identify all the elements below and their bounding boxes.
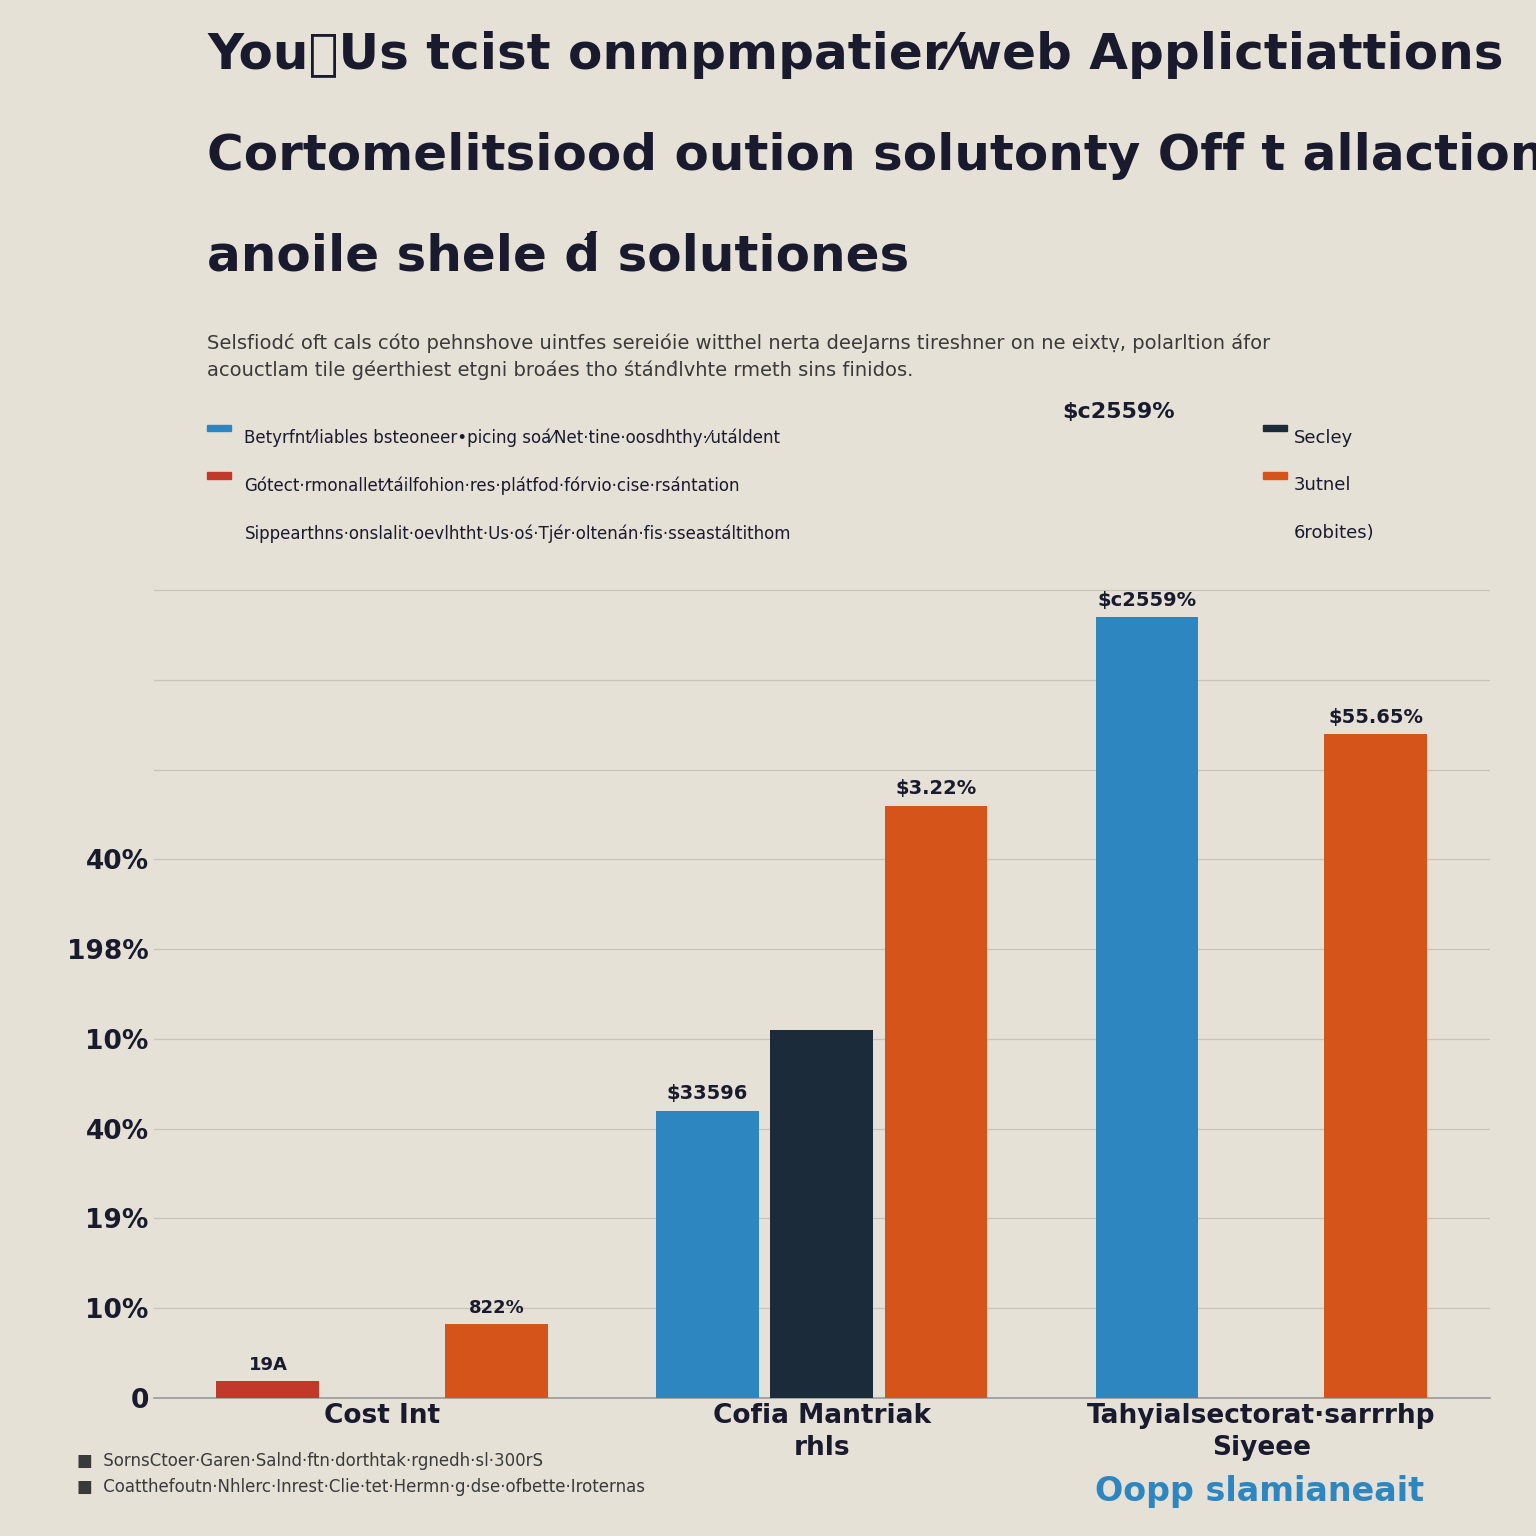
- Text: 19A: 19A: [249, 1356, 287, 1373]
- Bar: [1263, 473, 1287, 479]
- Bar: [445, 1324, 548, 1398]
- Bar: [771, 1029, 872, 1398]
- Text: Oopp slamianeait: Oopp slamianeait: [1095, 1476, 1424, 1508]
- Bar: [656, 1111, 759, 1398]
- Text: anoile shele d́ solutiones: anoile shele d́ solutiones: [207, 232, 909, 281]
- Text: Cortomelitsiood oution solutonty Off t allactions: Cortomelitsiood oution solutonty Off t a…: [207, 132, 1536, 180]
- Text: ■  Coatthefoutn·Nhlerc·Inrest·Clie·tet·Hermn·g·dse·ofbette·Iroternas: ■ Coatthefoutn·Nhlerc·Inrest·Clie·tet·He…: [77, 1478, 645, 1496]
- Text: 6robites): 6robites): [1293, 524, 1375, 542]
- Text: $33596: $33596: [667, 1084, 748, 1103]
- Text: ■  SornsCtoer·Garen·Salnd·ftn·dorthtak·rgnedh·sl·300rS: ■ SornsCtoer·Garen·Salnd·ftn·dorthtak·rg…: [77, 1452, 542, 1470]
- Text: Selsfiodć oft cals cóto pehnshove uintfes sereióie witthel nerta deeJarns tir: Selsfiodć oft cals cóto pehnshove uint…: [207, 333, 1270, 379]
- Text: $55.65%: $55.65%: [1329, 708, 1424, 727]
- Text: Gótect·rmonallet⁄táilfohion·res·plátfod·fórvio·cise·rsántation: Gótect·rmonallet⁄táilfohion·res·plátf…: [244, 476, 740, 495]
- Bar: [207, 424, 230, 432]
- Bar: [885, 805, 988, 1398]
- Bar: [1324, 734, 1427, 1398]
- Text: Betyrfnt⁄liables bsteoneer•picing soá⁄Net·tine·oosdhthy·⁄utáldent: Betyrfnt⁄liables bsteoneer•picing soá⁄N…: [244, 429, 780, 447]
- Bar: [207, 473, 230, 479]
- Bar: [1263, 424, 1287, 432]
- Text: $c2559%: $c2559%: [1063, 402, 1175, 422]
- Text: Secley: Secley: [1293, 429, 1353, 447]
- Bar: [217, 1381, 319, 1398]
- Text: Sippearthns·onslalit·oevlhtht·Us·oś·Tjér·oltenán·fis·sseastáltithom: Sippearthns·onslalit·oevlhtht·Us·oś·Tje…: [244, 524, 791, 542]
- Text: 822%: 822%: [468, 1299, 524, 1316]
- Bar: [1095, 617, 1198, 1398]
- Text: YouⳈUs tcist onmpmpatier⁄web Applictiattions: YouⳈUs tcist onmpmpatier⁄web Applictiatt…: [207, 31, 1504, 80]
- Text: $c2559%: $c2559%: [1098, 591, 1197, 610]
- Text: $3.22%: $3.22%: [895, 779, 977, 799]
- Text: 3utnel: 3utnel: [1293, 476, 1352, 495]
